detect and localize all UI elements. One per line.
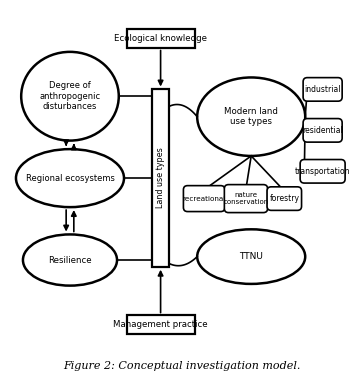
Text: Figure 2: Conceptual investigation model.: Figure 2: Conceptual investigation model… [63, 361, 300, 371]
Text: Land use types: Land use types [156, 148, 165, 208]
Text: TTNU: TTNU [239, 252, 263, 261]
Text: Regional ecosystems: Regional ecosystems [25, 174, 114, 183]
Text: nature
conservation: nature conservation [223, 192, 269, 205]
FancyBboxPatch shape [183, 186, 225, 211]
FancyBboxPatch shape [267, 187, 302, 210]
Text: Modern land
use types: Modern land use types [224, 107, 278, 126]
Text: industrial: industrial [305, 85, 341, 94]
Text: transportation: transportation [295, 167, 350, 176]
Text: forestry: forestry [269, 194, 299, 203]
Text: Resilience: Resilience [48, 255, 92, 264]
Text: Degree of
anthropogenic
disturbances: Degree of anthropogenic disturbances [40, 81, 101, 111]
FancyBboxPatch shape [127, 315, 195, 334]
FancyBboxPatch shape [303, 118, 342, 142]
FancyBboxPatch shape [127, 29, 195, 48]
FancyBboxPatch shape [224, 184, 268, 213]
Text: recreational: recreational [183, 196, 226, 202]
FancyBboxPatch shape [152, 89, 169, 267]
FancyBboxPatch shape [303, 78, 342, 101]
Text: Ecological knowledge: Ecological knowledge [114, 34, 207, 43]
Text: residential: residential [302, 126, 343, 135]
FancyBboxPatch shape [300, 159, 345, 183]
Text: Management practice: Management practice [113, 320, 208, 329]
